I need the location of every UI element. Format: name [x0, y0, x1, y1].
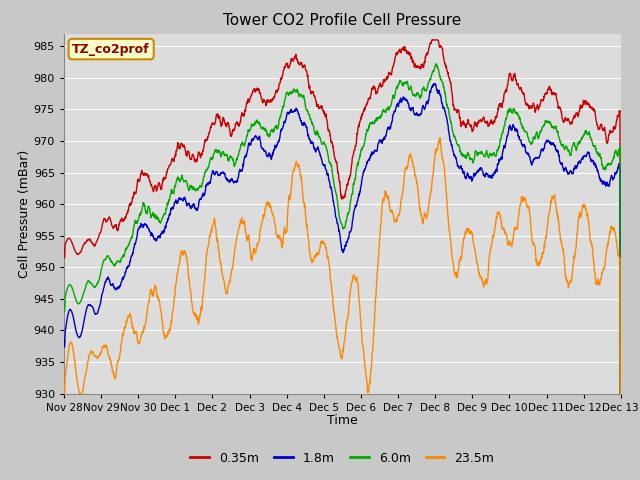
Y-axis label: Cell Pressure (mBar): Cell Pressure (mBar)	[18, 149, 31, 278]
Text: TZ_co2prof: TZ_co2prof	[72, 43, 150, 56]
Title: Tower CO2 Profile Cell Pressure: Tower CO2 Profile Cell Pressure	[223, 13, 461, 28]
X-axis label: Time: Time	[327, 414, 358, 427]
Legend: 0.35m, 1.8m, 6.0m, 23.5m: 0.35m, 1.8m, 6.0m, 23.5m	[186, 447, 499, 469]
